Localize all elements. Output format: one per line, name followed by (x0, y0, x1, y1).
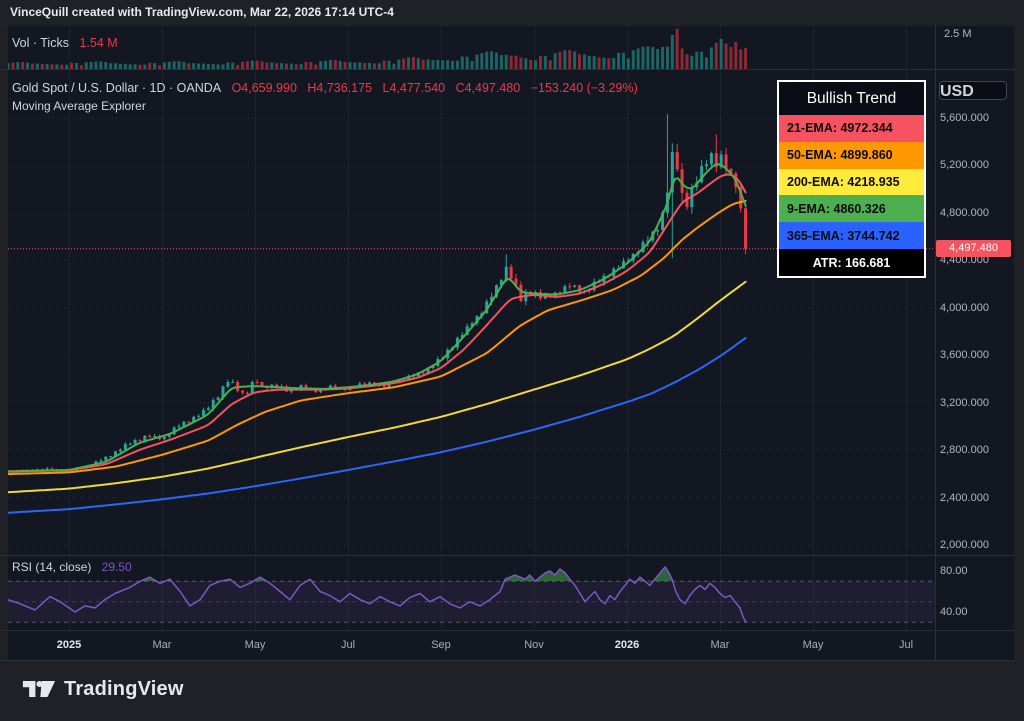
ohlc-open: O4,659.990 (231, 81, 297, 95)
ohlc-high: H4,736.175 (307, 81, 373, 95)
ma-panel-row: ATR: 166.681 (779, 249, 924, 276)
attribution-header: VinceQuill created with TradingView.com,… (0, 0, 1024, 25)
ohlc-change: −153.240 (−3.29%) (530, 81, 638, 95)
symbol-legend[interactable]: Gold Spot / U.S. Dollar · 1D · OANDA O4,… (12, 81, 638, 95)
rsi-legend-value: 29.50 (101, 560, 132, 574)
volume-legend[interactable]: Vol · Ticks 1.54 M (12, 36, 118, 50)
ma-panel-row: 365-EMA: 3744.742 (779, 222, 924, 250)
ma-panel-row: 50-EMA: 4899.860 (779, 141, 924, 169)
rsi-legend-label: RSI (14, close) (12, 560, 92, 574)
attribution-text: VinceQuill created with TradingView.com,… (10, 5, 394, 19)
ma-panel-title: Bullish Trend (779, 82, 924, 115)
indicator-legend[interactable]: Moving Average Explorer (12, 99, 146, 113)
volume-legend-label: Vol · Ticks (12, 36, 69, 50)
ohlc-low: L4,477.540 (382, 81, 446, 95)
last-price-badge: 4,497.480 (936, 240, 1011, 258)
currency-badge[interactable]: USD (939, 81, 1007, 100)
ma-panel-row: 200-EMA: 4218.935 (779, 168, 924, 196)
ohlc-close: C4,497.480 (455, 81, 521, 95)
volume-legend-value: 1.54 M (79, 36, 118, 50)
rsi-legend[interactable]: RSI (14, close) 29.50 (12, 560, 132, 574)
tradingview-brand[interactable]: TradingView (22, 676, 184, 702)
symbol-name: Gold Spot / U.S. Dollar · 1D · OANDA (12, 81, 222, 95)
indicator-name: Moving Average Explorer (12, 99, 146, 113)
volume-axis-label: 2.5 M (944, 28, 972, 40)
tradingview-logo-icon (22, 680, 56, 698)
tradingview-brand-text: TradingView (64, 677, 184, 700)
ma-panel-row: 21-EMA: 4972.344 (779, 115, 924, 142)
footer (0, 662, 1024, 721)
ma-explorer-panel: Bullish Trend 21-EMA: 4972.344 50-EMA: 48… (777, 80, 926, 278)
ma-panel-row: 9-EMA: 4860.326 (779, 195, 924, 223)
